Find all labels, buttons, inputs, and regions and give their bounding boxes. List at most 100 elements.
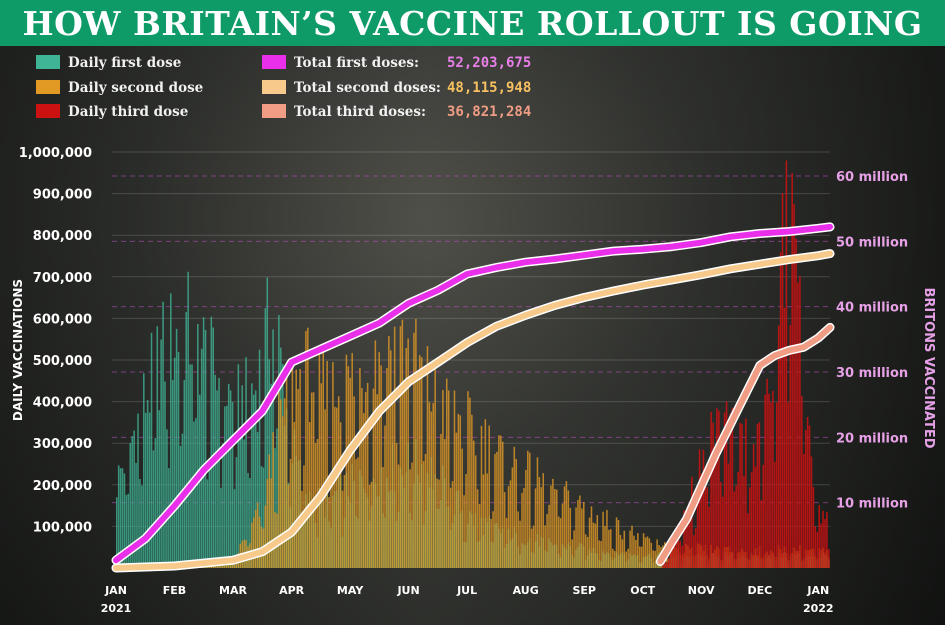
daily-first-dose-bar bbox=[216, 390, 218, 568]
daily-second-dose-bar bbox=[527, 450, 529, 568]
daily-second-dose-bar bbox=[426, 346, 429, 568]
legend-value: 52,203,675 bbox=[447, 55, 531, 71]
daily-third-dose-bar bbox=[747, 513, 749, 568]
legend-label: Daily second dose bbox=[68, 80, 203, 96]
y-tick-label: 900,000 bbox=[33, 188, 92, 203]
daily-second-dose-bar bbox=[640, 546, 643, 568]
daily-third-dose-bar bbox=[706, 487, 709, 568]
daily-first-dose-bar bbox=[137, 413, 139, 568]
daily-first-dose-bar bbox=[229, 390, 232, 568]
daily-second-dose-bar bbox=[380, 365, 382, 568]
daily-second-dose-bar bbox=[453, 390, 456, 568]
daily-second-dose-bar bbox=[447, 390, 450, 568]
daily-second-dose-bar bbox=[451, 481, 454, 568]
daily-second-dose-bar bbox=[490, 518, 492, 568]
daily-second-dose-bar bbox=[594, 523, 597, 568]
daily-third-dose-bar bbox=[739, 422, 741, 568]
daily-second-dose-bar bbox=[449, 487, 452, 568]
daily-second-dose-bar bbox=[610, 529, 612, 568]
daily-third-dose-bar bbox=[814, 526, 817, 568]
daily-second-dose-bar bbox=[637, 533, 639, 568]
daily-second-dose-bar bbox=[552, 478, 554, 568]
y-tick-label: 400,000 bbox=[33, 396, 92, 411]
daily-second-dose-bar bbox=[270, 478, 272, 568]
daily-third-dose-bar bbox=[822, 510, 824, 568]
y-tick-label: 200,000 bbox=[33, 479, 92, 494]
daily-first-dose-bar bbox=[133, 430, 135, 568]
daily-second-dose-bar bbox=[604, 526, 606, 568]
daily-second-dose-bar bbox=[525, 469, 527, 568]
daily-first-dose-bar bbox=[266, 277, 269, 568]
daily-first-dose-bar bbox=[256, 431, 259, 568]
daily-second-dose-bar bbox=[665, 555, 668, 568]
daily-second-dose-bar bbox=[588, 517, 591, 568]
daily-first-dose-bar bbox=[251, 383, 253, 568]
y2-tick-label: 60 million bbox=[836, 170, 908, 185]
daily-third-dose-bar bbox=[775, 402, 778, 568]
daily-second-dose-bar bbox=[507, 486, 510, 568]
daily-second-dose-bar bbox=[617, 519, 620, 568]
daily-second-dose-bar bbox=[307, 327, 309, 568]
daily-second-dose-bar bbox=[357, 457, 359, 568]
daily-third-dose-bar bbox=[797, 282, 799, 568]
daily-third-dose-bar bbox=[828, 548, 830, 568]
daily-third-dose-bar bbox=[714, 461, 716, 568]
total-second-doses-line bbox=[113, 250, 833, 571]
daily-second-dose-bar bbox=[457, 413, 460, 568]
daily-second-dose-bar bbox=[328, 497, 330, 568]
daily-second-dose-bar bbox=[418, 355, 421, 568]
daily-second-dose-bar bbox=[548, 504, 550, 568]
daily-second-dose-bar bbox=[384, 425, 386, 568]
legend-value: 48,115,948 bbox=[447, 80, 531, 96]
daily-third-dose-bar bbox=[671, 543, 674, 568]
daily-second-dose-bar bbox=[374, 340, 377, 568]
daily-second-dose-bar bbox=[393, 326, 396, 568]
daily-third-dose-bar bbox=[774, 461, 776, 568]
daily-second-dose-bar bbox=[463, 495, 465, 568]
x-month-label: JAN bbox=[104, 584, 127, 597]
x-month-label: JAN bbox=[806, 584, 829, 597]
x-year-label: 2021 bbox=[101, 602, 132, 615]
daily-second-dose-bar bbox=[627, 548, 629, 568]
daily-second-dose-bar bbox=[334, 406, 336, 568]
daily-first-dose-bar bbox=[243, 439, 245, 568]
daily-third-dose-bar bbox=[698, 449, 701, 568]
x-year-label: 2022 bbox=[803, 602, 834, 615]
daily-third-dose-bar bbox=[760, 500, 763, 568]
daily-second-dose-bar bbox=[631, 525, 633, 568]
daily-third-dose-bar bbox=[727, 463, 730, 568]
daily-third-dose-bar bbox=[681, 545, 683, 568]
y2-axis-title: BRITONS VACCINATED bbox=[921, 287, 936, 448]
y-tick-label: 300,000 bbox=[33, 437, 92, 452]
daily-second-dose-bar bbox=[598, 540, 600, 568]
headline-banner: HOW BRITAIN’S VACCINE ROLLOUT IS GOING bbox=[0, 0, 945, 46]
daily-second-dose-bar bbox=[251, 522, 253, 568]
daily-third-dose-bar bbox=[783, 307, 786, 568]
daily-third-dose-bar bbox=[685, 511, 687, 568]
daily-second-dose-bar bbox=[563, 486, 566, 568]
daily-second-dose-bar bbox=[500, 435, 502, 568]
daily-first-dose-bar bbox=[179, 445, 182, 568]
daily-first-dose-bar bbox=[254, 390, 257, 568]
daily-first-dose-bar bbox=[135, 462, 137, 568]
daily-second-dose-bar bbox=[403, 390, 406, 568]
daily-first-dose-bar bbox=[170, 293, 172, 568]
daily-second-dose-bar bbox=[557, 516, 560, 568]
daily-second-dose-bar bbox=[648, 538, 651, 568]
daily-second-dose-bar bbox=[339, 422, 342, 568]
daily-second-dose-bar bbox=[484, 419, 487, 568]
daily-second-dose-bar bbox=[498, 435, 500, 568]
daily-second-dose-bar bbox=[299, 369, 301, 568]
daily-third-dose-bar bbox=[718, 410, 720, 568]
daily-first-dose-bar bbox=[160, 339, 162, 568]
daily-second-dose-bar bbox=[287, 484, 290, 568]
daily-second-dose-bar bbox=[536, 457, 539, 568]
daily-first-dose-bar bbox=[131, 436, 133, 568]
daily-second-dose-bar bbox=[528, 452, 531, 568]
daily-second-dose-bar bbox=[571, 539, 573, 568]
daily-first-dose-bar bbox=[218, 377, 220, 568]
daily-first-dose-bar bbox=[260, 466, 263, 568]
daily-second-dose-bar bbox=[476, 489, 479, 568]
daily-first-dose-bar bbox=[117, 465, 120, 568]
x-month-label: AUG bbox=[513, 584, 539, 597]
